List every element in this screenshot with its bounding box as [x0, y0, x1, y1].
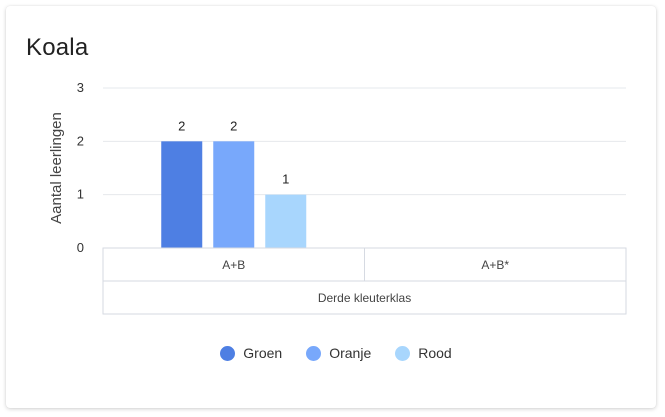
legend-swatch	[395, 345, 411, 361]
legend-item-rood[interactable]: Rood	[395, 345, 452, 361]
bar-value-label: 2	[178, 118, 185, 133]
y-tick-label: 3	[77, 80, 84, 95]
bar-rood[interactable]	[265, 194, 307, 248]
bar-chart: 0 1 2 3 Aantal leerlingen 2 2 1 A+B A+B* Derde …	[48, 80, 627, 315]
legend-item-groen[interactable]: Groen	[220, 345, 282, 361]
y-tick-label: 2	[77, 133, 84, 148]
category-axis: A+B A+B* Derde kleuterklas	[102, 247, 627, 315]
legend-swatch	[306, 345, 322, 361]
chart-card: Koala 0 1 2 3 Aantal leerlingen 2 2 1 A+B A+B*…	[6, 6, 656, 408]
bar-value-label: 2	[230, 118, 237, 133]
bars: 2 2 1	[161, 118, 307, 248]
legend-item-oranje[interactable]: Oranje	[306, 345, 371, 361]
y-axis-ticks: 0 1 2 3	[77, 80, 84, 255]
bar-groen[interactable]	[161, 141, 203, 248]
category-group-label: Derde kleuterklas	[318, 291, 411, 305]
y-axis-title: Aantal leerlingen	[48, 112, 65, 224]
bar-value-label: 1	[282, 172, 289, 187]
legend: Groen Oranje Rood	[206, 345, 466, 361]
category-label: A+B	[222, 258, 245, 272]
y-tick-label: 1	[77, 187, 84, 202]
bar-oranje[interactable]	[213, 141, 255, 248]
y-tick-label: 0	[77, 240, 84, 255]
legend-swatch	[220, 345, 236, 361]
legend-label: Oranje	[329, 345, 372, 361]
category-label: A+B*	[481, 258, 509, 272]
chart-title: Koala	[26, 34, 89, 61]
legend-label: Rood	[418, 345, 452, 361]
legend-label: Groen	[243, 345, 283, 361]
